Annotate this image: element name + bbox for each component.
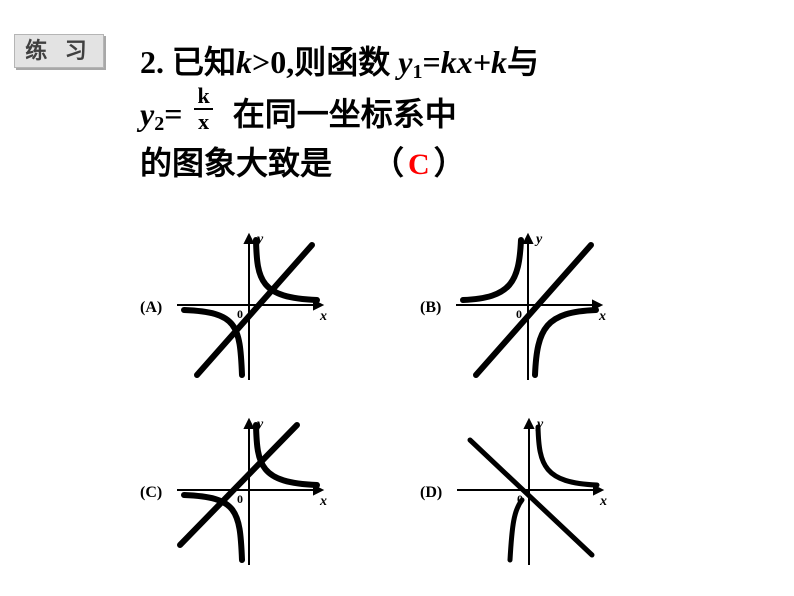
eq1: =: [422, 44, 440, 80]
q-part2: 在同一坐标系中: [233, 96, 457, 132]
option-d-label: (D): [420, 484, 442, 502]
question-prompt: 2. 已知k>0,则函数 y1=kx+k与 y2= k x 在同一坐标系中 的图…: [140, 38, 700, 187]
exercise-tag: 练 习: [14, 34, 104, 68]
answer-slot: （C）: [372, 139, 466, 187]
expr-kxk: kx+k: [441, 44, 507, 80]
options-area: (A) x y 0: [140, 205, 730, 565]
option-a: (A) x y 0: [140, 230, 327, 385]
eq2: =: [164, 96, 182, 132]
q-part1b: >0,: [252, 44, 294, 80]
axis-x-label: x: [599, 494, 607, 509]
plot-d: x y 0: [452, 415, 607, 570]
plot-a-svg: x y 0: [172, 230, 327, 385]
plot-b-svg: x y 0: [451, 230, 606, 385]
axis-x-label: x: [598, 309, 606, 324]
plot-a: x y 0: [172, 230, 327, 385]
var-k: k: [236, 44, 252, 80]
origin-label: 0: [237, 307, 243, 321]
option-c-label: (C): [140, 484, 162, 502]
axis-x-label: x: [319, 494, 327, 509]
origin-label: 0: [237, 492, 243, 506]
fraction-k-over-x: k x: [194, 85, 212, 133]
q-part1: 已知: [164, 44, 236, 80]
plot-b: x y 0: [451, 230, 606, 385]
answer: C: [404, 148, 434, 181]
q-number: 2.: [140, 44, 164, 80]
q-part3: 的图象大致是: [140, 145, 332, 181]
q-part1c: 则函数: [294, 44, 398, 80]
var-y2: y: [140, 96, 154, 132]
frac-den: x: [194, 110, 212, 133]
option-d: (D) x y 0: [420, 415, 607, 570]
var-y1: y: [398, 44, 412, 80]
sub1: 1: [412, 61, 422, 83]
q-part1d: 与: [507, 44, 539, 80]
plot-c: x y 0: [172, 415, 327, 570]
axis-x-label: x: [319, 309, 327, 324]
frac-num: k: [194, 85, 212, 110]
option-a-label: (A): [140, 299, 162, 317]
axis-y-label: y: [534, 232, 543, 247]
plot-c-svg: x y 0: [172, 415, 327, 570]
option-c: (C) x y 0: [140, 415, 327, 570]
plot-d-svg: x y 0: [452, 415, 607, 570]
paren-close: ）: [434, 145, 466, 181]
origin-label: 0: [516, 307, 522, 321]
sub2: 2: [154, 113, 164, 135]
option-b-label: (B): [420, 299, 441, 317]
paren-open: （: [372, 145, 404, 181]
option-b: (B) x y 0: [420, 230, 606, 385]
